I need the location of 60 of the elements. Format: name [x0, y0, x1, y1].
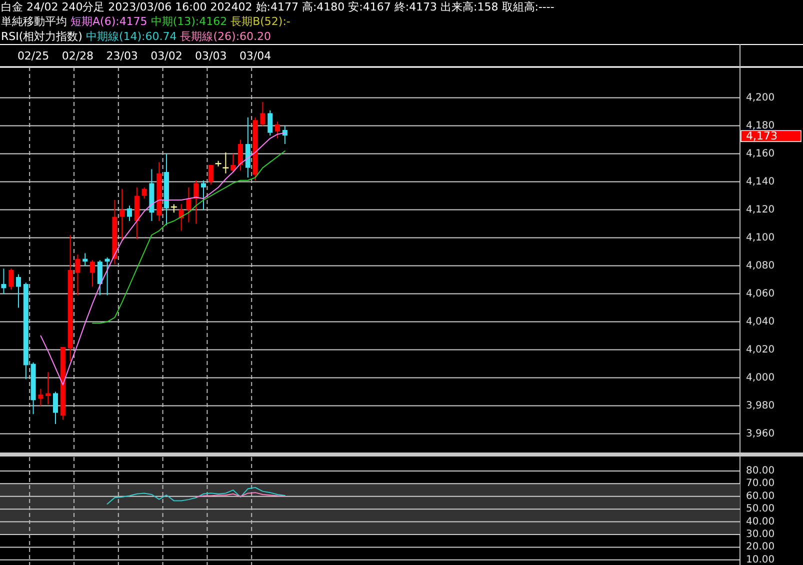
line-series [92, 150, 286, 324]
y-tick-label: 4,020 [746, 344, 775, 356]
y-tick-label: 4,120 [746, 204, 775, 216]
legend-label: 長期B(52):- [230, 14, 290, 28]
x-tick-label: 02/25 [17, 50, 50, 62]
y-tick-label: 40.00 [746, 516, 775, 528]
y-tick-label: 3,960 [746, 428, 775, 440]
x-tick-label: 03/03 [195, 50, 227, 62]
y-tick-label: 50.00 [746, 504, 775, 515]
candlestick [46, 372, 51, 405]
legend-title: RSI(相対力指数) [1, 30, 86, 42]
candlestick [238, 139, 243, 172]
y-tick-label: 30.00 [746, 529, 775, 540]
text: 短期A(6):4175 [70, 14, 151, 28]
y-tick-label: 70.00 [746, 478, 775, 490]
candlestick [38, 388, 44, 406]
candlestick [97, 260, 102, 296]
y-tick-label: 4,140 [746, 176, 775, 188]
candlestick [90, 260, 95, 288]
candlestick [230, 153, 236, 172]
y-tick-label: 4,080 [746, 260, 775, 272]
x-tick-label: 02/28 [62, 50, 94, 62]
y-tick-label: 4,000 [746, 372, 775, 384]
candlestick [16, 274, 21, 308]
candlestick [142, 186, 147, 200]
candlestick [201, 180, 206, 210]
chart-title: 白金 24/02 240分足 2023/03/06 16:00 202402 始:4177 高:4180 安:4167 終:4173 出来高:158 取組高:---- [1, 0, 554, 14]
text: 長期線(26):60.20 [180, 30, 272, 42]
y-tick-label: 10.00 [746, 554, 775, 565]
y-tick-label: 3,980 [746, 400, 775, 412]
candlestick [120, 188, 125, 242]
candlestick [8, 268, 14, 290]
candlestick [260, 102, 266, 126]
y-tick-label: 4,200 [746, 92, 775, 104]
x-tick-label: 03/04 [239, 50, 272, 62]
text: 4,173 [746, 130, 778, 143]
candlestick [53, 391, 58, 424]
candlestick [275, 121, 280, 139]
y-tick-label: 4,180 [746, 120, 775, 132]
candlestick [245, 116, 250, 178]
candlestick [1, 268, 6, 294]
y-tick-label: 80.00 [746, 465, 775, 476]
y-tick-label: 60.00 [746, 490, 775, 502]
candlestick [186, 186, 192, 223]
candlestick [194, 180, 199, 224]
y-tick-label: 4,060 [746, 288, 775, 300]
candlestick [268, 110, 273, 136]
y-tick-label: 4,160 [746, 148, 775, 160]
y-tick-label: 4,100 [746, 232, 775, 244]
legend-title: 単純移動平均 [1, 14, 70, 28]
y-tick-label: 4,040 [746, 316, 775, 328]
text: 中期(13):4162 [150, 14, 231, 28]
candlestick [75, 254, 80, 296]
x-tick-label: 23/03 [106, 50, 138, 62]
candlestick [208, 164, 214, 186]
line-series [106, 486, 286, 505]
text: 中期線(14):60.74 [86, 30, 180, 42]
candlestick [127, 205, 132, 222]
y-tick-label: 20.00 [746, 542, 775, 553]
x-tick-label: 03/02 [150, 50, 182, 62]
